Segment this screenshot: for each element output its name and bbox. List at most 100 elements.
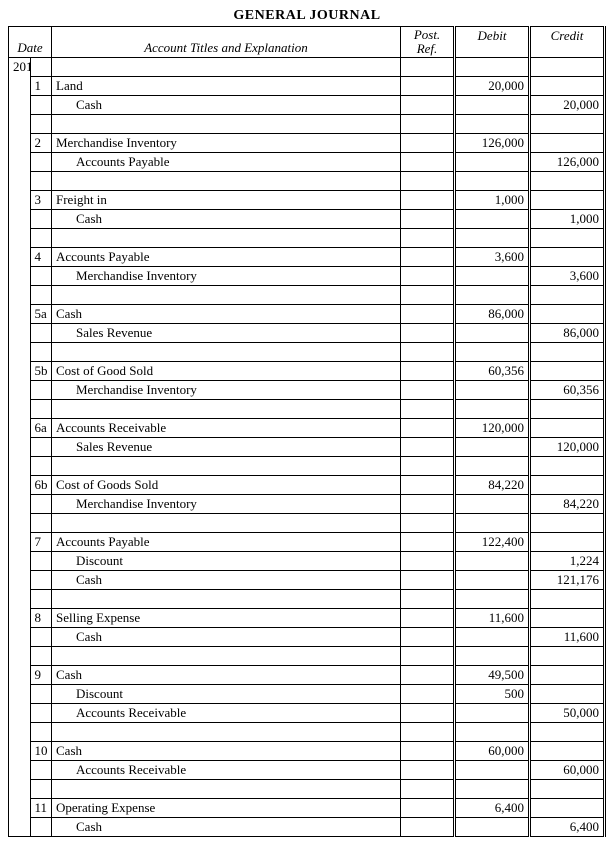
table-row: Cash6,400 <box>9 818 605 837</box>
table-row <box>9 647 605 666</box>
entry-number-cell <box>30 647 52 666</box>
account-title-cell <box>52 780 401 799</box>
table-row <box>9 723 605 742</box>
account-title-cell: Discount <box>52 685 401 704</box>
date-year-cell <box>9 191 31 210</box>
table-row: Cash20,000 <box>9 96 605 115</box>
debit-cell: 84,220 <box>455 476 530 495</box>
account-title-cell <box>52 457 401 476</box>
table-row: 2Merchandise Inventory126,000 <box>9 134 605 153</box>
table-row: Merchandise Inventory84,220 <box>9 495 605 514</box>
account-title-cell: Merchandise Inventory <box>52 495 401 514</box>
date-year-cell <box>9 248 31 267</box>
post-ref-cell <box>401 685 455 704</box>
credit-cell: 3,600 <box>530 267 605 286</box>
account-title-cell: Accounts Payable <box>52 533 401 552</box>
table-row: 5aCash86,000 <box>9 305 605 324</box>
debit-cell <box>455 58 530 77</box>
post-ref-cell <box>401 761 455 780</box>
date-year-cell <box>9 419 31 438</box>
debit-cell <box>455 400 530 419</box>
entry-number-cell <box>30 381 52 400</box>
post-ref-cell <box>401 229 455 248</box>
credit-cell <box>530 799 605 818</box>
table-row <box>9 229 605 248</box>
credit-cell <box>530 476 605 495</box>
table-row: Merchandise Inventory60,356 <box>9 381 605 400</box>
credit-cell: 126,000 <box>530 153 605 172</box>
table-row: 5bCost of Good Sold60,356 <box>9 362 605 381</box>
entry-number-cell <box>30 96 52 115</box>
debit-cell: 120,000 <box>455 419 530 438</box>
credit-cell <box>530 172 605 191</box>
post-ref-cell <box>401 799 455 818</box>
account-title-cell: Accounts Receivable <box>52 704 401 723</box>
debit-cell <box>455 723 530 742</box>
entry-number-cell <box>30 229 52 248</box>
entry-number-cell <box>30 780 52 799</box>
date-year-cell <box>9 96 31 115</box>
post-ref-cell <box>401 818 455 837</box>
account-title-cell: Freight in <box>52 191 401 210</box>
credit-cell: 6,400 <box>530 818 605 837</box>
account-title-cell: Cash <box>52 742 401 761</box>
post-ref-cell <box>401 780 455 799</box>
entry-number-cell: 6a <box>30 419 52 438</box>
date-year-cell <box>9 533 31 552</box>
date-year-cell <box>9 77 31 96</box>
date-year-cell <box>9 780 31 799</box>
debit-cell <box>455 96 530 115</box>
debit-cell <box>455 704 530 723</box>
date-year-cell <box>9 742 31 761</box>
entry-number-cell: 3 <box>30 191 52 210</box>
date-year-cell <box>9 818 31 837</box>
entry-number-cell: 2 <box>30 134 52 153</box>
debit-cell: 11,600 <box>455 609 530 628</box>
date-year-cell <box>9 685 31 704</box>
account-title-cell <box>52 58 401 77</box>
post-ref-cell <box>401 704 455 723</box>
account-title-cell: Cash <box>52 305 401 324</box>
date-year-cell <box>9 476 31 495</box>
debit-cell: 3,600 <box>455 248 530 267</box>
account-title-cell <box>52 343 401 362</box>
date-year-cell <box>9 495 31 514</box>
account-title-cell: Sales Revenue <box>52 324 401 343</box>
entry-number-cell <box>30 172 52 191</box>
post-ref-cell <box>401 533 455 552</box>
credit-cell <box>530 229 605 248</box>
account-title-cell: Cash <box>52 628 401 647</box>
table-row: 3Freight in1,000 <box>9 191 605 210</box>
journal-table: Date Account Titles and Explanation Post… <box>8 26 606 837</box>
post-ref-cell <box>401 381 455 400</box>
debit-cell <box>455 267 530 286</box>
post-ref-cell <box>401 96 455 115</box>
table-row: Accounts Receivable60,000 <box>9 761 605 780</box>
date-year-cell <box>9 172 31 191</box>
credit-cell <box>530 780 605 799</box>
entry-number-cell <box>30 343 52 362</box>
credit-cell: 11,600 <box>530 628 605 647</box>
entry-number-cell <box>30 153 52 172</box>
debit-cell: 60,356 <box>455 362 530 381</box>
table-row: Accounts Receivable50,000 <box>9 704 605 723</box>
entry-number-cell <box>30 115 52 134</box>
debit-cell <box>455 381 530 400</box>
account-title-cell <box>52 286 401 305</box>
table-row: Cash1,000 <box>9 210 605 229</box>
account-title-cell: Cash <box>52 210 401 229</box>
date-year-cell <box>9 153 31 172</box>
post-ref-cell <box>401 286 455 305</box>
entry-number-cell <box>30 552 52 571</box>
entry-number-cell <box>30 58 52 77</box>
date-year-cell <box>9 571 31 590</box>
credit-cell <box>530 514 605 533</box>
debit-cell: 126,000 <box>455 134 530 153</box>
date-year-cell <box>9 115 31 134</box>
date-year-cell <box>9 381 31 400</box>
table-row <box>9 115 605 134</box>
date-year-cell <box>9 400 31 419</box>
credit-cell <box>530 248 605 267</box>
table-row: Cash 11,600 <box>9 628 605 647</box>
table-row <box>9 286 605 305</box>
